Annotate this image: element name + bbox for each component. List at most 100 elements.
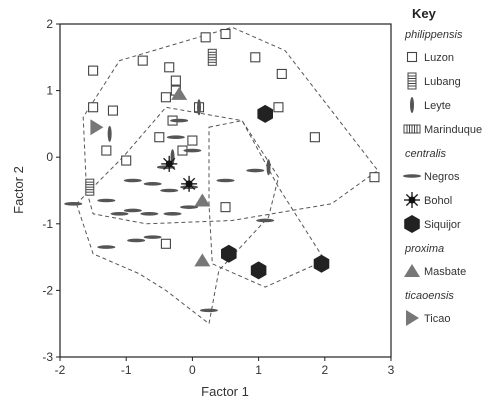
legend-marker-negros <box>403 174 421 178</box>
x-tick-label: 2 <box>321 363 328 377</box>
point-luzon-1 <box>88 102 99 113</box>
legend-marker-bohol <box>404 192 420 208</box>
legend-marker-lubang <box>407 72 417 90</box>
x-tick-label: -2 <box>55 363 66 377</box>
x-tick-label: 0 <box>189 363 196 377</box>
point-negros-4 <box>123 178 142 183</box>
point-negros-19 <box>246 168 265 173</box>
point-leyte-2 <box>107 125 112 142</box>
point-bohol-1 <box>181 175 198 192</box>
legend-label-marinduque: Marinduque <box>424 124 482 136</box>
x-tick-label: 3 <box>388 363 395 377</box>
point-luzon-11 <box>309 132 320 143</box>
point-siquijor-3 <box>313 254 330 273</box>
hull-polygons <box>75 26 379 325</box>
point-luzon-9 <box>276 68 287 79</box>
x-axis-label: Factor 1 <box>201 384 249 399</box>
y-axis-label: Factor 2 <box>11 166 26 214</box>
point-negros-20 <box>256 218 275 223</box>
x-tick-label: -1 <box>121 363 132 377</box>
point-luzon-0 <box>88 65 99 76</box>
point-luzon-12 <box>369 172 380 183</box>
y-axis-ticks: -3 -2 -1 0 1 2 <box>42 17 60 364</box>
legend-label-luzon: Luzon <box>424 52 454 64</box>
point-negros-16 <box>127 238 146 243</box>
legend-marker-ticao <box>406 310 419 326</box>
plot-frame <box>59 23 392 358</box>
point-luzon-20 <box>121 155 132 166</box>
point-lubang-1 <box>85 178 95 196</box>
legend-marker-masbate <box>404 264 420 277</box>
legend: Key philippensis Luzon Lubang Leyte Marinduq… <box>403 6 482 326</box>
data-points <box>64 28 380 313</box>
y-tick-label: -2 <box>42 283 53 297</box>
point-luzon-23 <box>160 238 171 249</box>
y-tick-label: -3 <box>42 350 53 364</box>
point-luzon-3 <box>137 55 148 66</box>
point-negros-17 <box>143 235 162 239</box>
point-luzon-13 <box>160 92 171 103</box>
point-luzon-19 <box>101 145 112 156</box>
point-negros-15 <box>97 245 116 249</box>
legend-title: Key <box>412 6 437 21</box>
point-negros-8 <box>64 202 83 206</box>
point-luzon-7 <box>220 28 231 40</box>
legend-group-ticaoensis: ticaoensis <box>405 290 454 302</box>
point-luzon-2 <box>107 105 119 116</box>
point-luzon-8 <box>250 52 261 63</box>
x-axis-ticks: -2 -1 0 1 2 3 <box>55 357 395 377</box>
point-luzon-22 <box>220 202 231 213</box>
point-masbate-2 <box>194 253 211 267</box>
point-negros-1 <box>166 135 185 140</box>
y-tick-label: -1 <box>42 217 53 231</box>
point-luzon-4 <box>164 62 175 73</box>
point-luzon-5 <box>170 75 181 86</box>
point-negros-18 <box>216 178 235 183</box>
point-negros-11 <box>123 208 142 213</box>
point-negros-6 <box>160 188 179 193</box>
legend-group-philippensis: philippensis <box>404 29 463 41</box>
point-luzon-10 <box>273 102 284 113</box>
point-negros-21 <box>199 308 218 313</box>
legend-label-bohol: Bohol <box>424 195 452 207</box>
hull-centralis <box>75 106 280 325</box>
legend-label-negros: Negros <box>424 171 460 183</box>
point-bohol-0 <box>161 155 178 172</box>
point-negros-0 <box>170 118 189 123</box>
point-luzon-18 <box>187 135 198 146</box>
legend-group-centralis: centralis <box>405 148 446 160</box>
point-negros-2 <box>183 148 202 153</box>
point-leyte-0 <box>197 99 202 116</box>
legend-label-leyte: Leyte <box>424 100 451 112</box>
point-masbate-1 <box>194 193 211 207</box>
legend-label-siquijor: Siquijor <box>424 219 461 231</box>
point-siquijor-0 <box>257 104 273 123</box>
legend-group-proxima: proxima <box>404 243 444 255</box>
point-negros-9 <box>97 198 116 203</box>
y-tick-label: 1 <box>46 84 53 98</box>
legend-label-masbate: Masbate <box>424 266 466 278</box>
point-siquijor-1 <box>221 244 237 263</box>
y-tick-label: 0 <box>46 150 53 164</box>
point-lubang-0 <box>207 48 217 66</box>
legend-label-ticao: Ticao <box>424 313 451 325</box>
point-masbate-0 <box>171 86 188 100</box>
point-negros-5 <box>143 182 162 186</box>
legend-marker-siquijor <box>404 215 420 233</box>
point-negros-14 <box>180 205 199 209</box>
point-leyte-1 <box>266 159 271 176</box>
legend-marker-leyte <box>410 97 414 113</box>
legend-label-lubang: Lubang <box>424 76 461 88</box>
point-negros-10 <box>110 212 129 216</box>
point-luzon-17 <box>154 132 165 143</box>
point-ticao-0 <box>90 119 104 136</box>
point-negros-13 <box>163 212 182 216</box>
point-negros-12 <box>140 212 159 216</box>
point-siquijor-2 <box>250 261 267 280</box>
y-tick-label: 2 <box>46 17 53 31</box>
point-luzon-6 <box>200 32 211 43</box>
x-tick-label: 1 <box>255 363 262 377</box>
hull-philippensis <box>82 26 379 225</box>
legend-marker-marinduque <box>403 124 421 134</box>
